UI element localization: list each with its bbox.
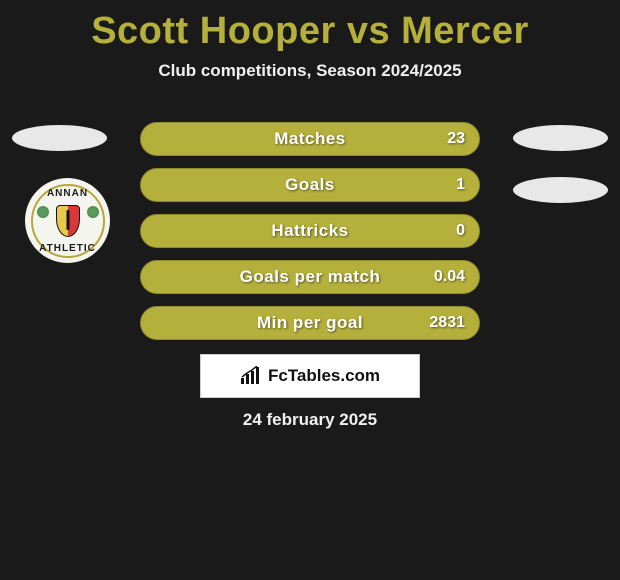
date-text: 24 february 2025 (0, 410, 620, 430)
thistle-icon (37, 206, 49, 218)
stat-label: Hattricks (271, 221, 348, 241)
placeholder-ellipse-right-2 (513, 177, 608, 203)
thistle-icon (87, 206, 99, 218)
badge-text-top: ANNAN (47, 188, 88, 199)
club-badge-inner: ANNAN ATHLETIC (31, 184, 105, 258)
stat-label: Goals per match (240, 267, 381, 287)
stat-bar-min-per-goal: Min per goal 2831 (140, 306, 480, 340)
shield-icon (56, 205, 80, 237)
stat-label: Min per goal (257, 313, 363, 333)
stat-label: Matches (274, 129, 346, 149)
page-title: Scott Hooper vs Mercer (0, 0, 620, 53)
club-badge: ANNAN ATHLETIC (25, 178, 110, 263)
stat-bars: Matches 23 Goals 1 Hattricks 0 Goals per… (140, 122, 480, 352)
placeholder-ellipse-right-1 (513, 125, 608, 151)
stat-value: 0.04 (434, 268, 465, 286)
bars-chart-icon (240, 366, 262, 386)
placeholder-ellipse-left (12, 125, 107, 151)
stat-bar-goals: Goals 1 (140, 168, 480, 202)
stat-bar-hattricks: Hattricks 0 (140, 214, 480, 248)
brand-name: FcTables.com (268, 366, 380, 386)
brand-box[interactable]: FcTables.com (200, 354, 420, 398)
stat-value: 2831 (429, 314, 465, 332)
subtitle: Club competitions, Season 2024/2025 (0, 61, 620, 81)
stat-bar-goals-per-match: Goals per match 0.04 (140, 260, 480, 294)
stat-value: 1 (456, 176, 465, 194)
stat-label: Goals (285, 175, 335, 195)
stat-value: 0 (456, 222, 465, 240)
badge-text-bottom: ATHLETIC (39, 243, 96, 254)
stat-value: 23 (447, 130, 465, 148)
stat-bar-matches: Matches 23 (140, 122, 480, 156)
